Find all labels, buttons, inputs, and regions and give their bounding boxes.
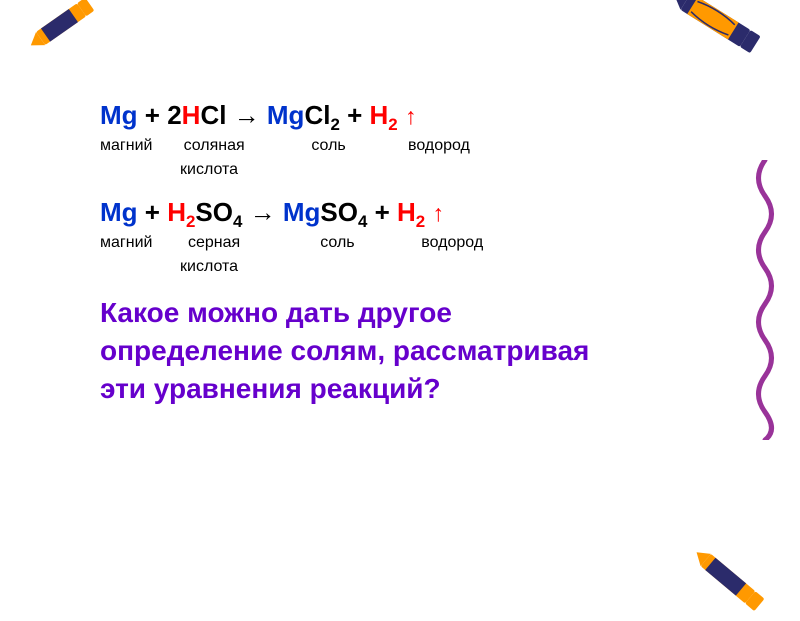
equation-2-labels: магний серная соль водород — [100, 234, 700, 252]
equation-1-labels-sub: кислота — [100, 161, 700, 179]
slide-content: Mg + 2HCl → MgCl2 + H2 ↑ магний соляная … — [100, 100, 700, 408]
squiggle-icon — [750, 160, 780, 445]
equation-1: Mg + 2HCl → MgCl2 + H2 ↑ — [100, 100, 700, 135]
question-text: Какое можно дать другоеопределение солям… — [100, 294, 700, 407]
equation-1-labels: магний соляная соль водород — [100, 137, 700, 155]
crayon-top-right-icon — [663, 0, 766, 64]
equation-2: Mg + H2SO4 → MgSO4 + H2 ↑ — [100, 197, 700, 232]
crayon-top-left-icon — [23, 0, 107, 61]
equation-2-labels-sub: кислота — [100, 258, 700, 276]
crayon-bottom-right-icon — [684, 542, 770, 621]
